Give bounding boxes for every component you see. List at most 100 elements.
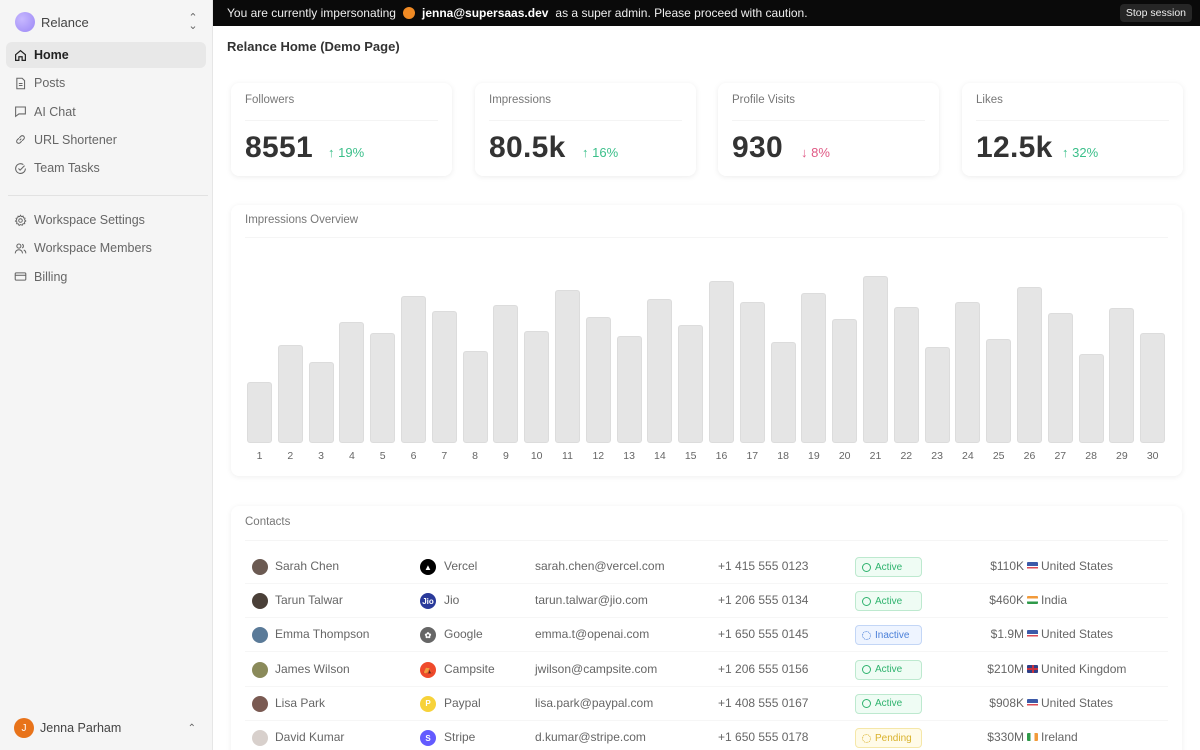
chart-bar[interactable]	[524, 331, 550, 443]
chart-bar[interactable]	[1047, 313, 1073, 443]
chart-bar[interactable]	[585, 317, 611, 443]
table-row[interactable]: Sarah Chen ▲ Vercel sarah.chen@vercel.com +1…	[245, 550, 1168, 584]
impersonation-banner: You are currently impersonating jenna@su…	[213, 0, 1200, 26]
sidebar-item-label: Home	[34, 48, 69, 62]
table-row[interactable]: Tarun Talwar Jio Jio tarun.talwar@jio.com +1…	[245, 584, 1168, 619]
avatar: J	[14, 718, 34, 738]
chart-bar[interactable]	[955, 302, 981, 443]
sidebar-item-url-shortener[interactable]: URL Shortener	[6, 127, 206, 153]
stat-divider	[732, 120, 925, 121]
workspace-switcher[interactable]: Relance ⌃ ⌄	[8, 8, 206, 36]
chart-bar[interactable]	[893, 307, 919, 443]
chart-bar[interactable]	[986, 339, 1012, 443]
chart-bar[interactable]	[1109, 308, 1135, 443]
contact-phone: +1 206 555 0156	[718, 661, 809, 676]
x-axis-tick: 12	[592, 450, 605, 462]
chart-bar[interactable]	[709, 281, 734, 443]
stat-delta-value: 19%	[338, 145, 365, 160]
x-axis-tick: 13	[623, 450, 635, 462]
company-name: Stripe	[444, 730, 476, 744]
chart-bar[interactable]	[1078, 354, 1104, 443]
contact-name: David Kumar	[275, 730, 345, 744]
status-label: Active	[875, 698, 903, 710]
row-divider	[245, 583, 1168, 584]
stat-divider	[245, 120, 438, 121]
chart-bar[interactable]	[370, 333, 396, 443]
status-badge: Active	[855, 591, 922, 612]
x-axis-tick: 1	[256, 450, 263, 462]
chart-bar[interactable]	[678, 325, 704, 443]
chart-bar[interactable]	[401, 296, 426, 443]
chart-bar[interactable]	[247, 382, 272, 443]
contact-email: lisa.park@paypal.com	[535, 695, 654, 710]
chart-bar[interactable]	[1017, 287, 1042, 443]
contact-email: d.kumar@stripe.com	[535, 730, 646, 744]
stat-value: 12.5k	[976, 131, 1053, 164]
chart-bar[interactable]	[555, 290, 580, 443]
contact-email: sarah.chen@vercel.com	[535, 559, 665, 573]
stat-card-likes: Likes 12.5k ↑ 32%	[962, 83, 1183, 176]
chart-bar[interactable]	[647, 299, 673, 443]
company-logo-icon: S	[420, 730, 436, 746]
x-axis-tick: 26	[1023, 450, 1036, 462]
sidebar-item-ai-chat[interactable]: AI Chat	[6, 99, 206, 125]
x-axis-tick: 21	[869, 450, 882, 462]
x-axis-tick: 28	[1085, 450, 1097, 462]
contact-country: United States	[1041, 627, 1114, 642]
x-axis-tick: 25	[992, 450, 1005, 462]
table-row[interactable]: Emma Thompson ✿ Google emma.t@openai.com +1 …	[245, 618, 1168, 653]
chart-bar[interactable]	[739, 302, 765, 443]
arrow-up-icon: ↑	[1062, 145, 1073, 160]
company-logo-icon: ✿	[420, 627, 436, 644]
x-axis-tick: 27	[1054, 450, 1067, 462]
sidebar-item-home[interactable]: Home	[6, 42, 206, 68]
sidebar-item-billing[interactable]: Billing	[6, 264, 206, 290]
chevron-up-down-icon: ⌃ ⌄	[188, 12, 198, 32]
arrow-up-icon: ↑	[328, 145, 339, 160]
contact-revenue: $110K	[990, 559, 1024, 573]
sidebar-item-workspace-members[interactable]: Workspace Members	[6, 235, 206, 261]
table-row[interactable]: David Kumar S Stripe d.kumar@stripe.com +1 6…	[245, 721, 1168, 750]
user-menu[interactable]: J Jenna Parham ⌃	[14, 718, 204, 738]
x-axis-tick: 9	[502, 450, 509, 462]
contact-name: James Wilson	[275, 661, 350, 676]
chart-bar[interactable]	[924, 347, 950, 443]
chart-bar[interactable]	[493, 305, 519, 443]
x-axis-tick: 4	[348, 450, 355, 462]
contact-name: Sarah Chen	[275, 559, 340, 573]
x-axis-tick: 11	[562, 450, 573, 462]
contact-country: United States	[1041, 559, 1114, 573]
chart-bar[interactable]	[339, 322, 365, 443]
stat-delta: ↓ 8%	[801, 145, 830, 160]
sidebar-item-posts[interactable]: Posts	[6, 70, 206, 96]
chart-bar[interactable]	[801, 293, 827, 443]
flag-icon	[1027, 562, 1038, 570]
company-name: Campsite	[444, 661, 495, 676]
status-label: Inactive	[875, 629, 910, 641]
stop-session-button[interactable]: Stop session	[1119, 4, 1192, 22]
row-divider	[245, 685, 1168, 687]
sidebar-item-workspace-settings[interactable]: Workspace Settings	[6, 207, 206, 233]
document-icon	[14, 77, 27, 90]
table-row[interactable]: James Wilson ⛺ Campsite jwilson@campsite.co…	[245, 653, 1168, 687]
chart-bar[interactable]	[308, 362, 334, 443]
chart-bar[interactable]	[863, 276, 888, 443]
banner-suffix: as a super admin. Please proceed with ca…	[555, 6, 808, 20]
sidebar-item-team-tasks[interactable]: Team Tasks	[6, 155, 206, 181]
chart-bar[interactable]	[832, 319, 858, 443]
avatar	[252, 661, 268, 678]
chart-bar[interactable]	[462, 351, 488, 443]
chart-bar[interactable]	[616, 336, 642, 443]
stat-card-followers: Followers 8551 ↑ 19%	[231, 83, 452, 176]
table-row[interactable]: Lisa Park P Paypal lisa.park@paypal.com +1 4…	[245, 687, 1168, 721]
chevron-up-icon: ⌃	[187, 722, 196, 734]
chart-bar[interactable]	[1140, 333, 1166, 443]
x-axis-tick: 5	[379, 450, 386, 462]
chart-bar[interactable]	[277, 345, 303, 443]
impersonated-user-avatar	[402, 7, 415, 19]
stat-divider	[976, 120, 1169, 121]
chart-bar[interactable]	[431, 311, 457, 443]
stat-delta-value: 32%	[1072, 145, 1099, 160]
chart-bar[interactable]	[770, 342, 796, 443]
stat-delta: ↑ 32%	[1062, 145, 1098, 160]
